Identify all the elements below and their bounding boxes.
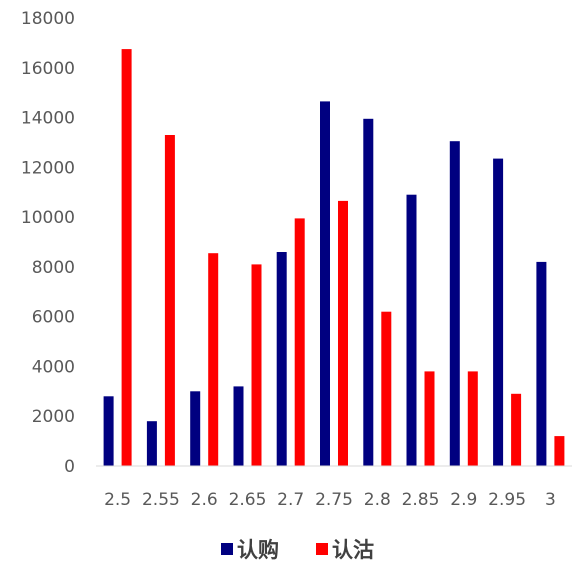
bar-put-2.55 — [164, 135, 175, 466]
legend: 认购 认沽 — [221, 538, 374, 562]
bar-call-2.6 — [190, 391, 201, 466]
bar-put-2.85 — [424, 371, 435, 466]
x-tick-label: 2.5 — [104, 490, 131, 510]
y-tick-label: 8000 — [32, 258, 75, 278]
bar-put-2.5 — [121, 49, 132, 466]
y-tick-label: 2000 — [32, 407, 75, 427]
bar-call-2.75 — [320, 101, 330, 467]
x-axis: 2.5 2.55 2.6 2.65 2.7 2.75 2.8 2.85 2.9 2.95 3 — [104, 490, 556, 510]
bar-put-2.9 — [467, 371, 478, 466]
y-tick-label: 4000 — [32, 357, 75, 377]
y-tick-label: 6000 — [32, 308, 75, 328]
y-tick-label: 12000 — [21, 158, 75, 178]
y-tick-label: 0 — [64, 457, 75, 477]
bar-put-2.75 — [338, 200, 348, 466]
bar-put-2.7 — [294, 218, 305, 466]
x-tick-label: 2.8 — [364, 490, 391, 510]
x-tick-label: 2.75 — [315, 490, 353, 510]
legend-swatch-call — [221, 543, 233, 555]
x-tick-label: 2.95 — [488, 490, 526, 510]
x-tick-label: 3 — [545, 490, 556, 510]
x-tick-label: 2.65 — [229, 490, 267, 510]
legend-swatch-put — [316, 543, 328, 555]
bar-call-2.65 — [233, 386, 244, 466]
bar-put-2.95 — [511, 393, 522, 466]
bar-call-2.95 — [493, 158, 504, 466]
bar-put-2.6 — [208, 253, 219, 466]
bar-put-2.8 — [381, 311, 392, 466]
legend-label-put: 认沽 — [332, 538, 374, 562]
y-tick-label: 18000 — [21, 9, 75, 29]
x-tick-label: 2.7 — [277, 490, 304, 510]
bars — [103, 49, 565, 467]
bar-call-2.7 — [276, 252, 287, 466]
bar-call-2.9 — [449, 141, 460, 466]
bar-put-2.65 — [251, 264, 262, 466]
legend-label-call: 认购 — [237, 538, 279, 562]
bar-call-2.55 — [146, 421, 157, 466]
bar-call-2.5 — [103, 396, 114, 466]
bar-call-2.85 — [406, 194, 417, 466]
x-tick-label: 2.55 — [142, 490, 180, 510]
y-tick-label: 10000 — [21, 208, 75, 228]
bar-put-3 — [554, 436, 565, 466]
bar-call-3 — [536, 261, 547, 466]
y-tick-label: 16000 — [21, 59, 75, 79]
x-tick-label: 2.6 — [191, 490, 218, 510]
bar-call-2.8 — [363, 118, 374, 467]
y-tick-label: 14000 — [21, 109, 75, 129]
x-tick-label: 2.9 — [450, 490, 477, 510]
x-tick-label: 2.85 — [402, 490, 440, 510]
y-axis: 0 2000 4000 6000 8000 10000 12000 14000 16000 180… — [21, 9, 75, 477]
